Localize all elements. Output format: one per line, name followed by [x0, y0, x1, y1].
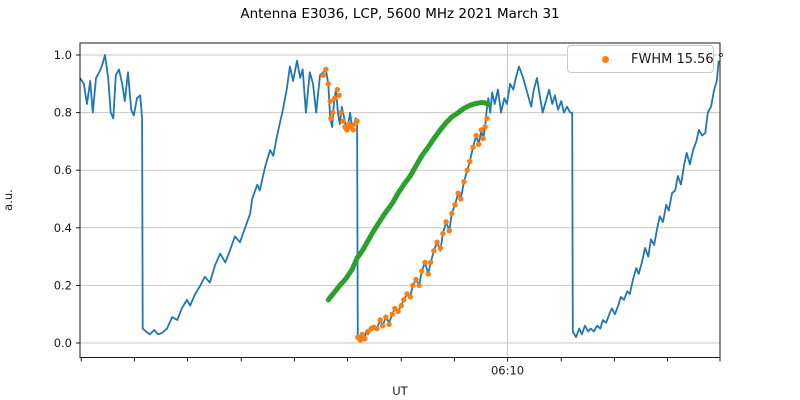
fwhm-fit-points-dot [332, 95, 338, 101]
y-tick-label: 0.2 [54, 278, 72, 292]
fwhm-fit-points-dot [443, 219, 449, 225]
fwhm-fit-points-dot [344, 127, 350, 133]
fwhm-fit-points-dot [440, 230, 446, 237]
fwhm-fit-points-dot [410, 282, 416, 289]
fwhm-fit-points-dot [362, 336, 368, 342]
fwhm-fit-points-dot [449, 210, 455, 217]
fwhm-fit-points-dot [377, 317, 383, 323]
legend-label: FWHM 15.56 ° [631, 51, 725, 67]
fwhm-fit-points-dot [470, 144, 476, 150]
x-tick-label: 06:10 [491, 364, 524, 378]
fwhm-fit-points-dot [407, 294, 413, 300]
y-tick-label: 0.0 [54, 336, 72, 350]
fwhm-fit-points-dot [458, 196, 464, 202]
fwhm-fit-points-dot [484, 115, 490, 122]
fwhm-fit-points-dot [325, 81, 331, 87]
legend: FWHM 15.56 ° [567, 45, 724, 73]
fwhm-fit-points-dot [482, 124, 488, 130]
orange-dot-icon [602, 55, 609, 63]
fwhm-fit-points-dot [452, 202, 458, 208]
fwhm-fit-points-dot [478, 127, 484, 133]
fwhm-fit-points-dot [413, 276, 419, 283]
fwhm-fit-points-dot [473, 132, 479, 139]
fwhm-fit-points-dot [350, 127, 356, 133]
fwhm-fit-points-dot [401, 297, 407, 303]
fwhm-fit-points-dot [446, 228, 452, 234]
chart-title: Antenna E3036, LCP, 5600 MHz 2021 March … [240, 6, 560, 22]
fwhm-fit-points-dot [464, 167, 470, 173]
fwhm-fit-points-dot [327, 98, 333, 104]
fwhm-fit-points-dot [416, 282, 422, 289]
plot-border [79, 42, 721, 358]
fwhm-fit-points-dot [323, 66, 329, 73]
y-tick-label: 0.6 [54, 163, 72, 177]
fwhm-fit-points-dot [431, 248, 437, 254]
fwhm-fit-points-dot [434, 239, 440, 245]
fwhm-fit-points-dot [476, 141, 482, 147]
fwhm-fit-points-dot [354, 118, 360, 124]
fwhm-fit-points-dot [340, 118, 346, 124]
fwhm-fit-points-dot [461, 179, 467, 185]
fwhm-fit-points-dot [374, 325, 380, 332]
fwhm-fit-points-dot [357, 337, 363, 343]
fwhm-fit-points-dot [422, 259, 428, 266]
beam-model-curve-dot [485, 101, 491, 108]
y-tick-label: 1.0 [54, 48, 72, 62]
fwhm-fit-points-dot [455, 190, 461, 196]
fwhm-fit-points-dot [480, 135, 486, 142]
fwhm-fit-points-dot [425, 271, 431, 277]
fwhm-fit-points-dot [386, 321, 392, 327]
y-tick-label: 0.4 [54, 221, 72, 235]
fwhm-fit-points-dot [383, 314, 389, 320]
fwhm-fit-points-dot [359, 331, 365, 338]
fwhm-fit-points-dot [467, 158, 473, 165]
fwhm-fit-points-dot [380, 323, 386, 329]
fwhm-fit-points-dot [437, 245, 443, 251]
fwhm-fit-points-dot [389, 311, 395, 317]
fwhm-fit-points-dot [398, 302, 404, 309]
fwhm-fit-points-dot [419, 268, 425, 274]
fwhm-fit-points-dot [334, 86, 340, 93]
fwhm-fit-points-dot [320, 72, 326, 78]
x-axis-label: UT [392, 384, 408, 398]
fwhm-fit-points-dot [328, 115, 334, 122]
fwhm-fit-points-dot [336, 92, 342, 99]
fwhm-fit-points-dot [395, 308, 401, 314]
fwhm-fit-points-dot [330, 109, 336, 116]
fwhm-fit-points-dot [338, 109, 344, 116]
antenna-signal [79, 54, 720, 342]
fwhm-fit-points-dot [428, 259, 434, 266]
y-tick-label: 0.8 [54, 106, 72, 120]
